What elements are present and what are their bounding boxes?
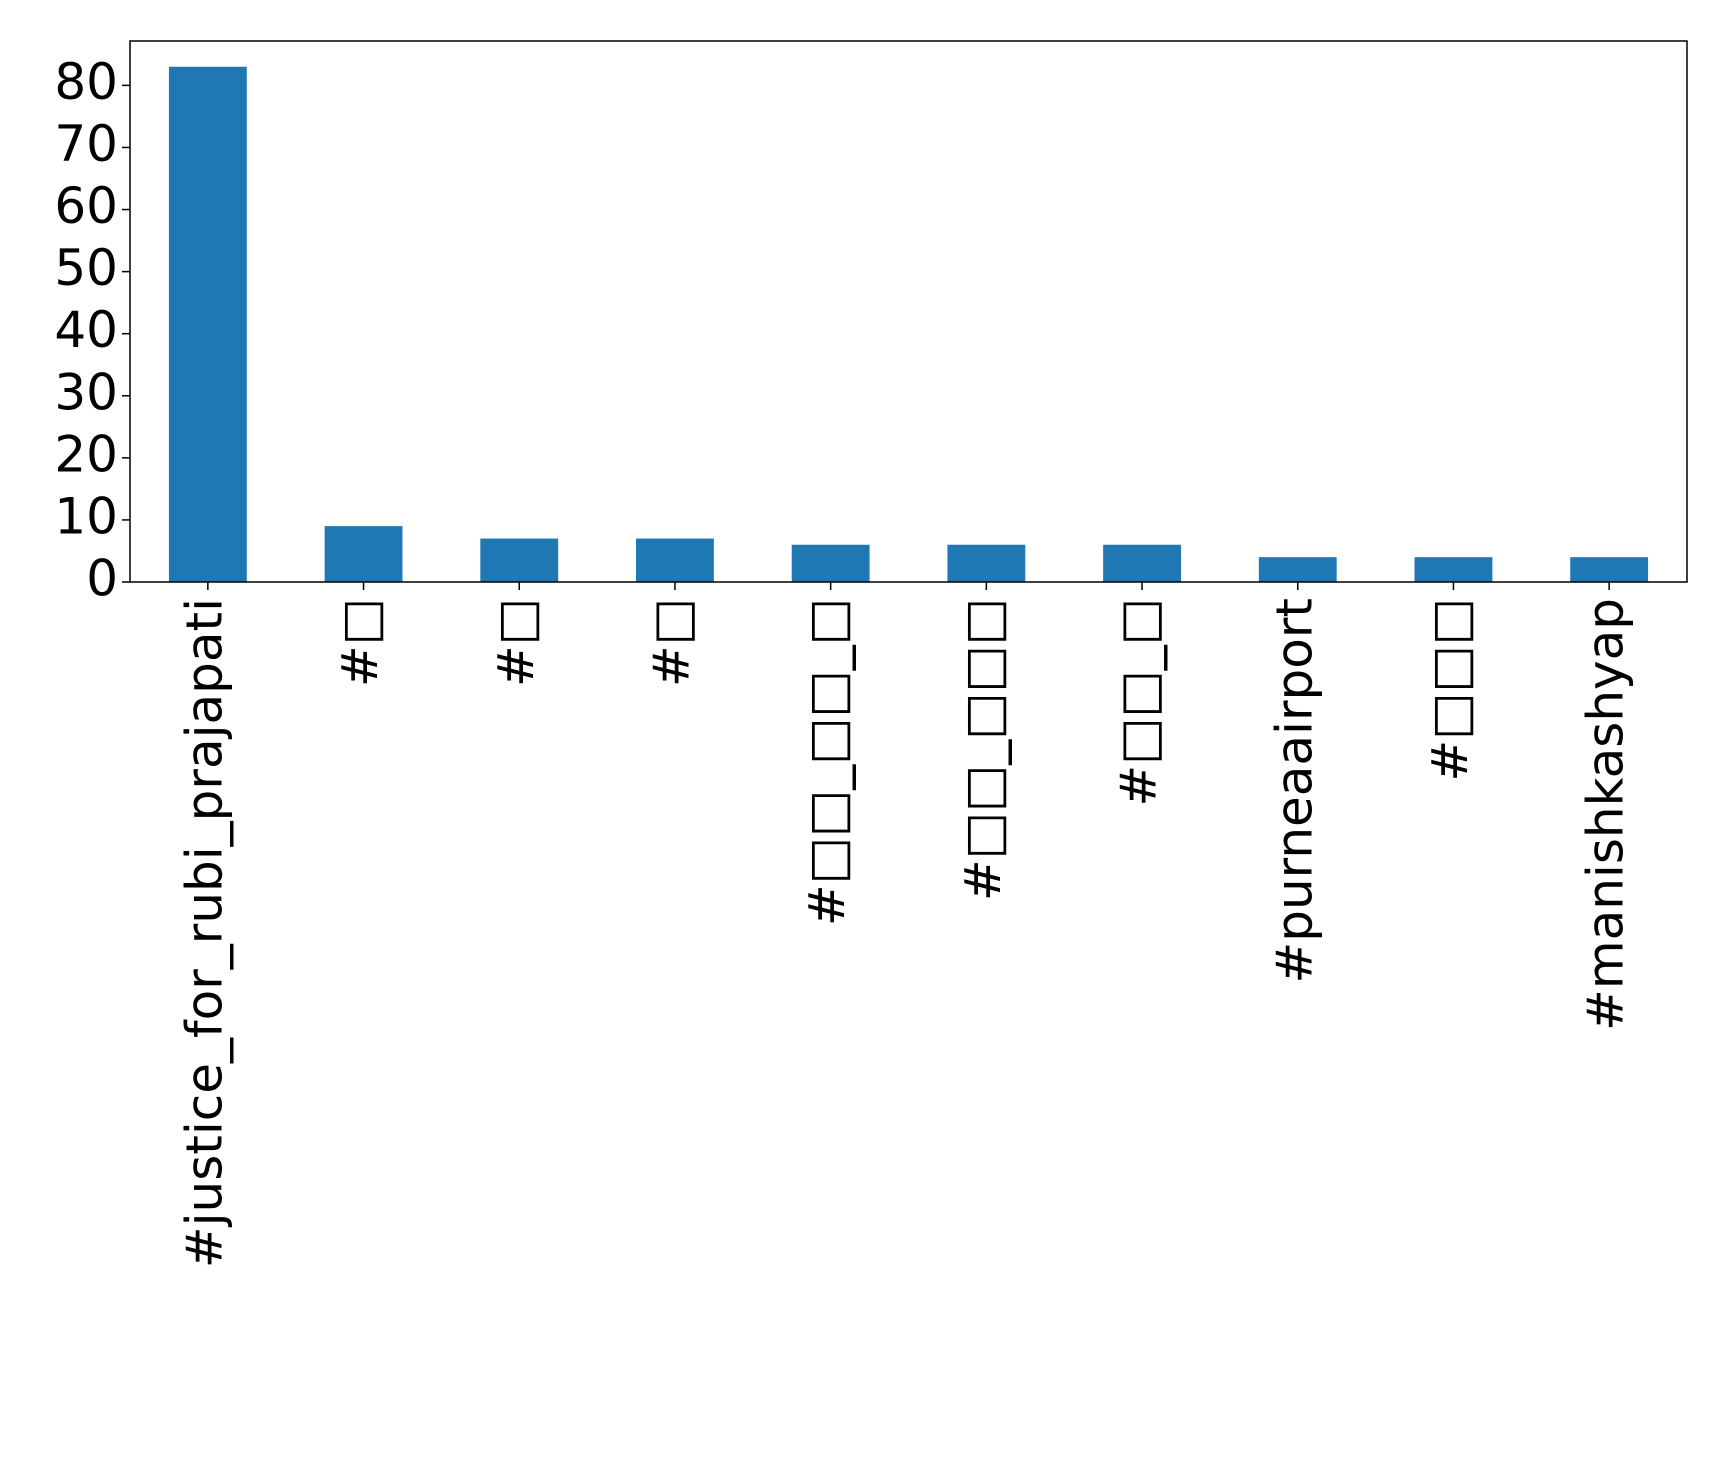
x-tick-label: #□□_□□_□ <box>798 598 856 926</box>
y-tick-label: 10 <box>54 487 118 545</box>
bar <box>480 538 559 582</box>
x-tick-label: #□□_□ <box>1110 598 1168 807</box>
y-tick-label: 0 <box>86 550 118 608</box>
bar <box>324 526 403 582</box>
bar <box>168 66 247 582</box>
bar <box>1258 557 1337 582</box>
bar <box>947 544 1026 582</box>
x-tick-label: #□□□ <box>1421 598 1479 782</box>
x-tick-label: #□ <box>487 598 545 687</box>
bar <box>1570 557 1649 582</box>
x-tick-label: #□ <box>642 598 700 687</box>
y-tick-label: 20 <box>54 425 118 483</box>
y-tick-label: 80 <box>54 53 118 111</box>
bar <box>636 538 714 582</box>
x-tick-label: #□□_□□□ <box>954 598 1012 901</box>
plot-frame <box>129 40 1688 583</box>
y-tick-label: 60 <box>54 177 118 235</box>
bar <box>1414 557 1493 582</box>
y-tick-label: 30 <box>54 363 118 421</box>
x-tick-label: #purneaairport <box>1265 598 1323 984</box>
x-tick-label: #manishkashyap <box>1577 598 1635 1031</box>
x-tick-label: #□ <box>331 598 389 687</box>
x-tick-label: #justice_for_rubi_prajapati <box>175 598 233 1268</box>
y-tick-label: 70 <box>54 115 118 173</box>
bar <box>1103 544 1181 582</box>
y-tick-label: 40 <box>54 301 118 359</box>
y-tick-label: 50 <box>54 239 118 297</box>
bar <box>791 544 870 582</box>
